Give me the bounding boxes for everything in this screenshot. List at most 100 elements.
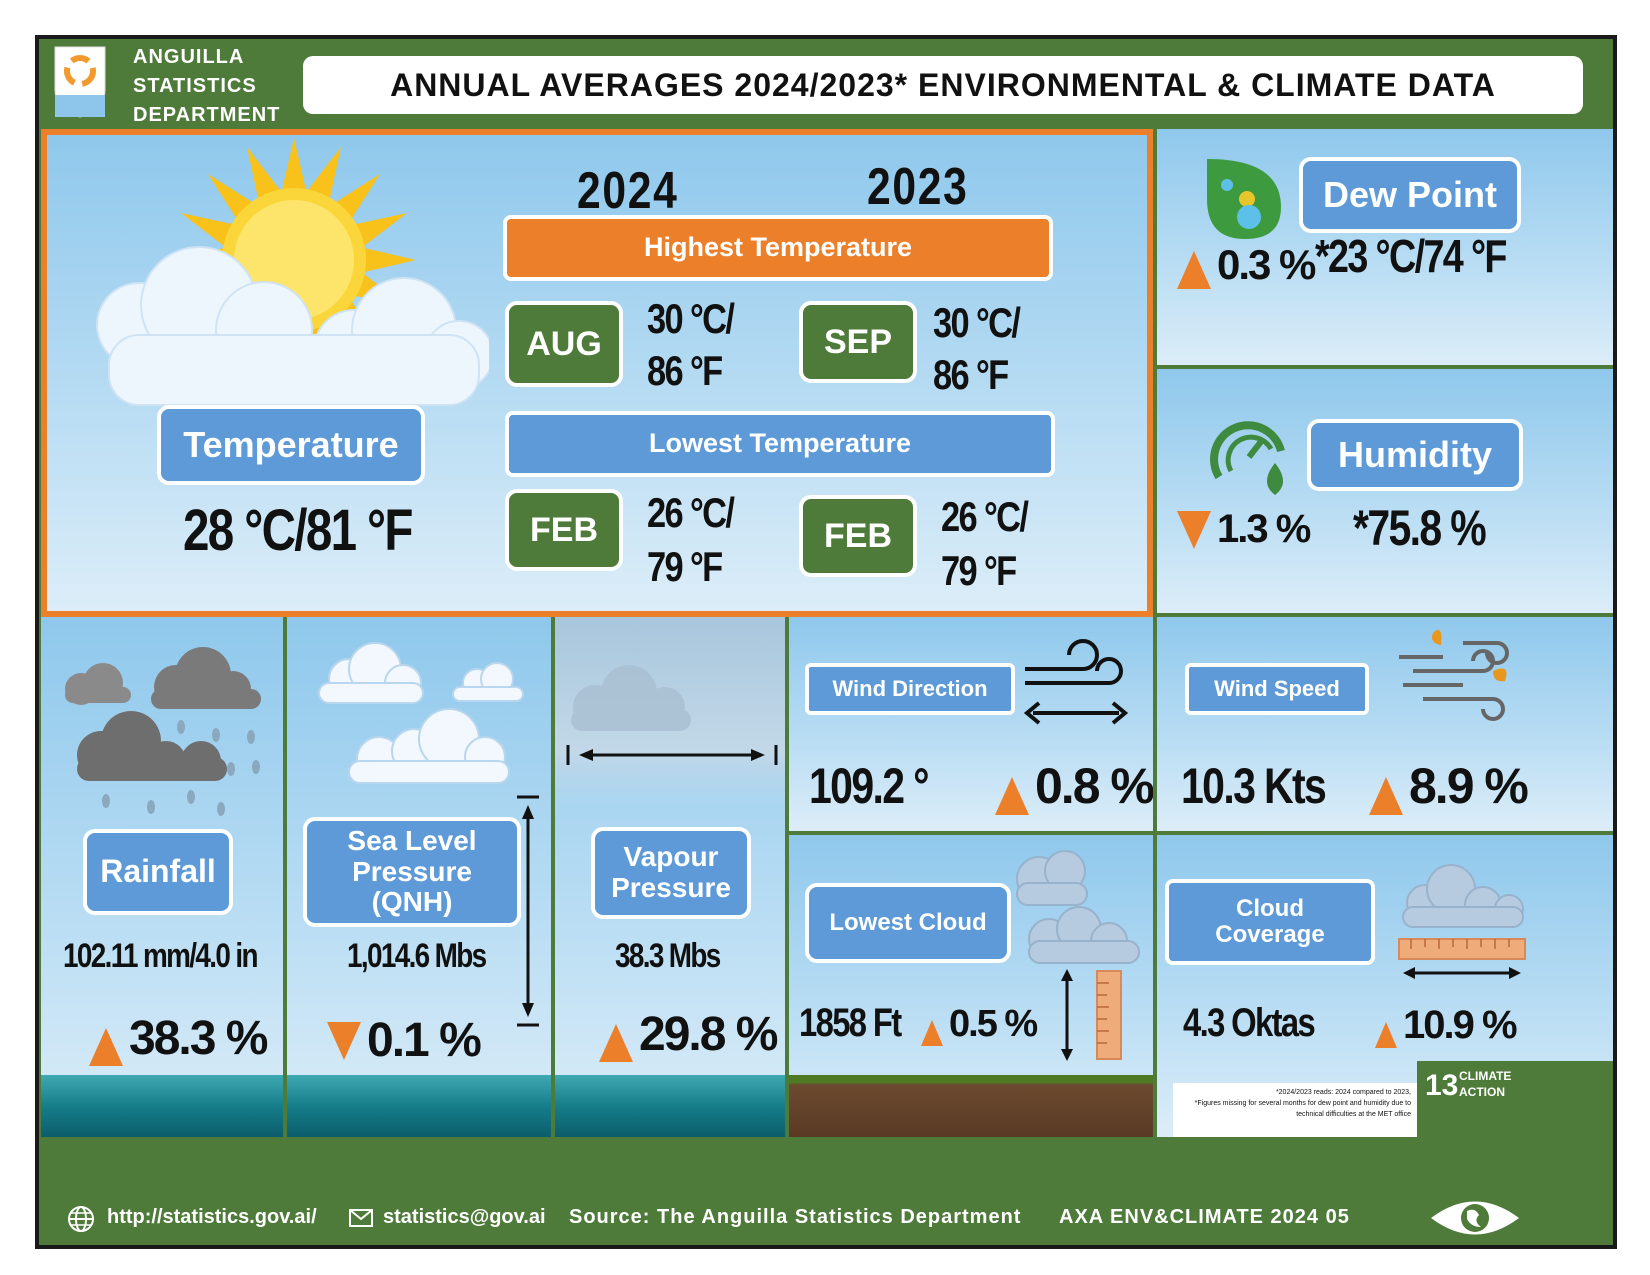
lowest-cloud-label: Lowest Cloud — [805, 883, 1011, 963]
cloud-coverage-panel: Cloud Coverage 4.3 Oktas 10.9 % *2024/20… — [1157, 835, 1613, 1137]
department-name: ANGUILLA STATISTICS DEPARTMENT — [133, 43, 280, 130]
wind-direction-panel: Wind Direction 109.2 ° 0.8 % — [789, 617, 1153, 831]
temperature-label: Temperature — [157, 405, 425, 485]
decrease-arrow-icon — [327, 1021, 361, 1060]
humidity-value: *75.8 % — [1353, 500, 1487, 556]
increase-arrow-icon — [995, 777, 1029, 815]
sea-level-pressure-label: Sea Level Pressure (QNH) — [303, 817, 521, 927]
sea-level-pressure-change: 0.1 % — [327, 1013, 482, 1068]
source-text: Source: The Anguilla Statistics Departme… — [569, 1206, 1022, 1228]
lowest-temperature-banner: Lowest Temperature — [505, 411, 1055, 477]
sea-level-pressure-panel: Sea Level Pressure (QNH) 1,014.6 Mbs 0.1… — [287, 617, 551, 1137]
infographic-frame: ANGUILLA STATISTICS DEPARTMENT ANNUAL AV… — [35, 35, 1617, 1249]
sdg-number: 13 — [1425, 1069, 1459, 1102]
title-box: ANNUAL AVERAGES 2024/2023* ENVIRONMENTAL… — [303, 56, 1583, 114]
low-2024-month: FEB — [505, 489, 623, 571]
website-link[interactable]: http://statistics.gov.ai/ — [107, 1206, 317, 1228]
anguilla-coat-of-arms-icon — [54, 46, 106, 118]
clouds-icon — [318, 642, 524, 784]
low-2024-fahrenheit: 79 °F — [647, 543, 723, 590]
high-2024-celsius: 30 °C/ — [647, 295, 735, 342]
rain-cloud-icon — [65, 647, 261, 816]
increase-arrow-icon — [599, 1024, 633, 1062]
sea-strip — [555, 1075, 785, 1137]
cloud-coverage-change: 10.9 % — [1375, 1003, 1518, 1048]
note-line-2: *Figures missing for several months for … — [1194, 1100, 1411, 1107]
year-2023: 2023 — [867, 158, 969, 216]
wind-speed-panel: Wind Speed 10.3 Kts 8.9 % — [1157, 617, 1613, 831]
lowest-cloud-change: 0.5 % — [921, 1003, 1038, 1046]
ground-strip — [789, 1075, 1153, 1137]
low-2023-celsius: 26 °C/ — [941, 493, 1029, 540]
wind-speed-change: 8.9 % — [1369, 757, 1529, 815]
wind-icon — [1023, 639, 1129, 725]
cloud-coverage-value: 4.3 Oktas — [1183, 1001, 1316, 1045]
dept-line-1: ANGUILLA — [133, 46, 245, 68]
lowest-cloud-value: 1858 Ft — [799, 1001, 902, 1045]
sdg-eye-icon — [1431, 1201, 1519, 1235]
high-2023-celsius: 30 °C/ — [933, 299, 1021, 346]
low-2024-celsius: 26 °C/ — [647, 489, 735, 536]
increase-arrow-icon — [1177, 251, 1211, 289]
email-icon — [349, 1209, 373, 1227]
sea-strip — [287, 1075, 551, 1137]
sea-level-pressure-value: 1,014.6 Mbs — [347, 937, 487, 975]
humidity-change: 1.3 % — [1177, 507, 1311, 552]
temperature-value: 28 °C/81 °F — [183, 498, 413, 563]
low-2023-fahrenheit: 79 °F — [941, 547, 1017, 594]
wind-direction-value: 109.2 ° — [809, 758, 930, 814]
note-line-3: technical difficulties at the MET office — [1296, 1111, 1411, 1118]
vapour-pressure-label: Vapour Pressure — [591, 827, 751, 919]
cloud-coverage-label: Cloud Coverage — [1165, 879, 1375, 965]
increase-arrow-icon — [921, 1020, 943, 1046]
sea-strip — [41, 1075, 283, 1137]
sdg-badge: 13 CLIMATE ACTION — [1417, 1061, 1613, 1137]
header: ANGUILLA STATISTICS DEPARTMENT ANNUAL AV… — [39, 39, 1613, 133]
highest-temperature-banner: Highest Temperature — [503, 215, 1053, 281]
dew-point-label: Dew Point — [1299, 157, 1521, 233]
increase-arrow-icon — [89, 1028, 123, 1066]
humidity-panel: Humidity 1.3 % *75.8 % — [1157, 369, 1613, 613]
low-2023-month: FEB — [799, 495, 917, 577]
temperature-panel: Temperature 28 °C/81 °F 2024 2023 Highes… — [41, 129, 1153, 617]
wind-speed-value: 10.3 Kts — [1181, 758, 1327, 814]
publication-code: AXA ENV&CLIMATE 2024 05 — [1059, 1206, 1350, 1228]
horizontal-measure-arrow-icon — [566, 745, 778, 765]
vapour-pressure-panel: Vapour Pressure 38.3 Mbs 29.8 % — [555, 617, 785, 1137]
humidity-gauge-icon — [1210, 421, 1285, 495]
wind-direction-label: Wind Direction — [805, 663, 1015, 715]
year-2024: 2024 — [577, 162, 679, 220]
rainfall-panel: Rainfall 102.11 mm/4.0 in 38.3 % — [41, 617, 283, 1137]
decrease-arrow-icon — [1177, 510, 1211, 549]
high-2023-fahrenheit: 86 °F — [933, 351, 1009, 398]
altitude-ruler-icon — [1061, 969, 1122, 1061]
dew-point-panel: Dew Point 0.3 % *23 °C/74 °F — [1157, 129, 1613, 365]
high-2024-fahrenheit: 86 °F — [647, 347, 723, 394]
vapour-pressure-value: 38.3 Mbs — [615, 937, 721, 975]
rainfall-label: Rainfall — [83, 829, 233, 915]
high-2024-month: AUG — [505, 301, 623, 387]
dept-line-3: DEPARTMENT — [133, 104, 281, 126]
sdg-line-2: ACTION — [1459, 1085, 1505, 1099]
page-title: ANNUAL AVERAGES 2024/2023* ENVIRONMENTAL… — [390, 66, 1496, 103]
wind-speed-label: Wind Speed — [1185, 663, 1369, 715]
footer: http://statistics.gov.ai/ statistics@gov… — [39, 1193, 1613, 1245]
vapour-pressure-change: 29.8 % — [599, 1007, 778, 1062]
increase-arrow-icon — [1375, 1022, 1397, 1048]
rainfall-value: 102.11 mm/4.0 in — [63, 937, 258, 975]
email-link[interactable]: statistics@gov.ai — [383, 1206, 546, 1228]
dew-point-change: 0.3 % — [1177, 241, 1316, 289]
humidity-label: Humidity — [1307, 419, 1523, 491]
dept-line-2: STATISTICS — [133, 75, 257, 97]
vertical-measure-arrow-icon — [517, 795, 539, 1027]
cloud-coverage-icon — [1398, 864, 1526, 979]
sun-cloud-icon — [96, 138, 489, 406]
notes-box: *2024/2023 reads: 2024 compared to 2023,… — [1173, 1083, 1417, 1137]
wind-speed-icon — [1399, 629, 1509, 721]
globe-icon — [68, 1206, 94, 1232]
wind-direction-change: 0.8 % — [995, 757, 1153, 815]
low-cloud-icon — [1016, 850, 1140, 964]
leaf-water-icon — [1207, 159, 1281, 239]
high-2023-month: SEP — [799, 301, 917, 383]
sdg-line-1: CLIMATE — [1459, 1069, 1512, 1083]
